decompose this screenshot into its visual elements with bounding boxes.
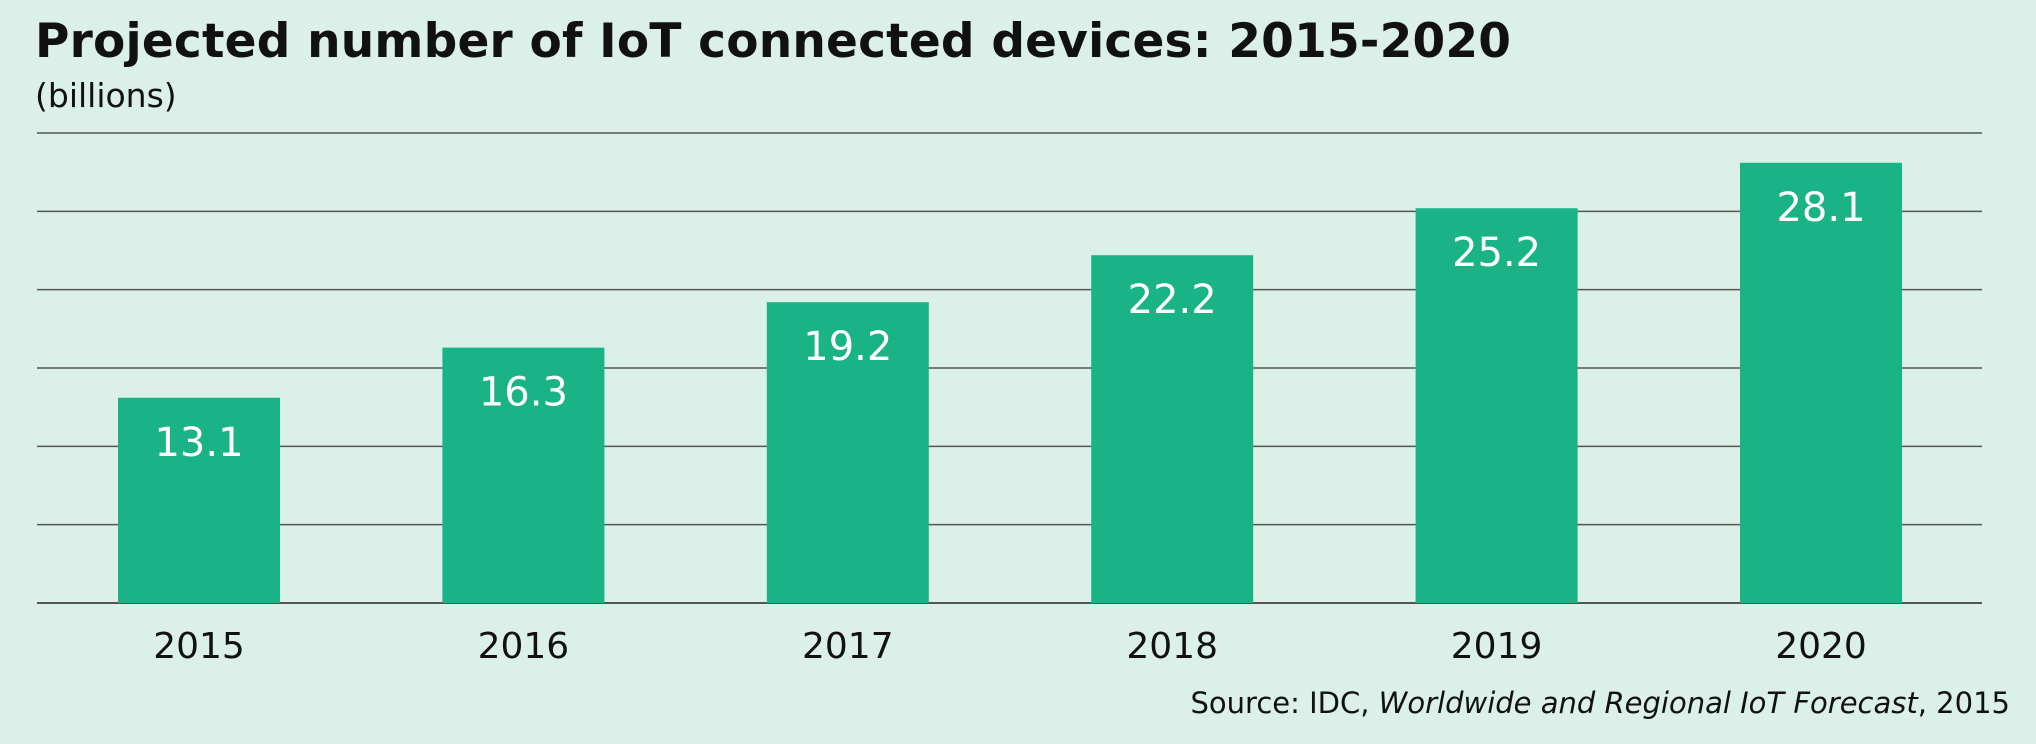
bar-value-label: 22.2 (1128, 277, 1217, 323)
bar-value-label: 25.2 (1452, 230, 1541, 276)
bar-2019 (1415, 208, 1578, 603)
bar-2020 (1740, 162, 1902, 603)
x-tick-label: 2020 (1775, 626, 1867, 667)
gridlines (37, 132, 1982, 604)
source-suffix: , 2015 (1917, 686, 2010, 720)
chart-subtitle: (billions) (35, 76, 177, 115)
bar-2018 (1091, 255, 1254, 603)
chart-title: Projected number of IoT connected device… (35, 14, 1512, 69)
x-tick-label: 2015 (153, 626, 245, 667)
source-title: Worldwide and Regional IoT Forecast (1378, 686, 1918, 720)
source-note: Source: IDC, Worldwide and Regional IoT … (1191, 686, 2011, 720)
x-tick-label: 2017 (802, 626, 894, 667)
x-axis-labels: 2015 2016 2017 2018 2019 2020 (153, 626, 1867, 667)
source-prefix: Source: IDC, (1190, 686, 1379, 720)
bar-value-label: 28.1 (1776, 185, 1865, 231)
bar-2016 (442, 347, 605, 603)
bar-2017 (766, 302, 929, 603)
x-tick-label: 2016 (478, 626, 570, 667)
bar-value-labels: 13.1 16.3 19.2 22.2 25.2 28.1 (154, 185, 1865, 466)
bar-2015 (118, 397, 280, 603)
x-tick-label: 2019 (1451, 626, 1543, 667)
x-tick-label: 2018 (1126, 626, 1218, 667)
bars (118, 162, 1902, 603)
bar-value-label: 16.3 (479, 370, 568, 416)
bar-value-label: 19.2 (803, 324, 892, 370)
bar-value-label: 13.1 (154, 420, 243, 466)
